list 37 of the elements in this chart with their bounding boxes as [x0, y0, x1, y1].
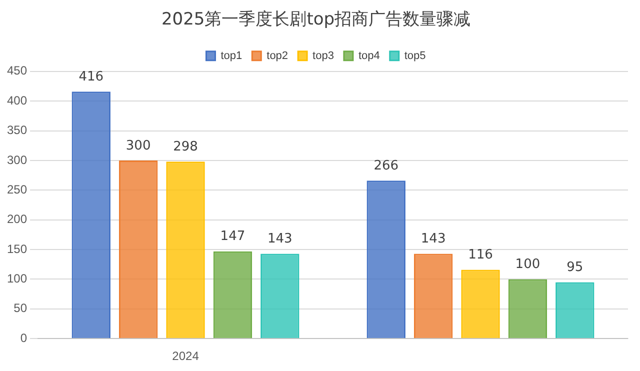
y-tick-label: 450: [6, 64, 28, 78]
legend-label: top5: [404, 50, 426, 62]
data-label: 298: [173, 140, 198, 155]
y-tick-label: 0: [20, 330, 28, 345]
y-tick-label: 150: [6, 242, 28, 256]
data-label: 116: [468, 248, 493, 263]
y-tick-label: 50: [14, 301, 28, 316]
y-tick-label: 100: [6, 272, 28, 286]
bar: [461, 270, 500, 338]
legend-label: top3: [312, 50, 334, 62]
bar: [508, 279, 548, 338]
chart-title: 2025第一季度长剧top招商广告数量骤减: [161, 10, 471, 30]
bar: [213, 251, 252, 338]
y-tick-label: 250: [6, 182, 28, 196]
data-label: 300: [126, 138, 151, 154]
x-tick-label: 2024: [172, 349, 200, 364]
bar: [260, 254, 300, 338]
data-label: 266: [374, 158, 399, 174]
data-label: 95: [566, 260, 584, 276]
bar: [556, 282, 594, 338]
data-label: 143: [268, 232, 292, 247]
bar: [366, 180, 406, 338]
y-tick-label: 200: [6, 212, 28, 226]
y-tick-label: 300: [6, 152, 28, 167]
data-label: 143: [420, 232, 446, 247]
bar: [72, 92, 110, 338]
y-tick-label: 400: [6, 93, 28, 108]
legend-label: top1: [220, 50, 242, 62]
bar: [414, 254, 453, 338]
data-label: 147: [220, 229, 246, 244]
data-label: 416: [78, 69, 104, 84]
legend-label: top4: [358, 50, 380, 62]
bar: [166, 162, 205, 338]
bar: [118, 160, 158, 338]
data-label: 100: [515, 257, 540, 272]
y-tick-label: 350: [6, 123, 28, 138]
legend-label: top2: [266, 50, 288, 62]
